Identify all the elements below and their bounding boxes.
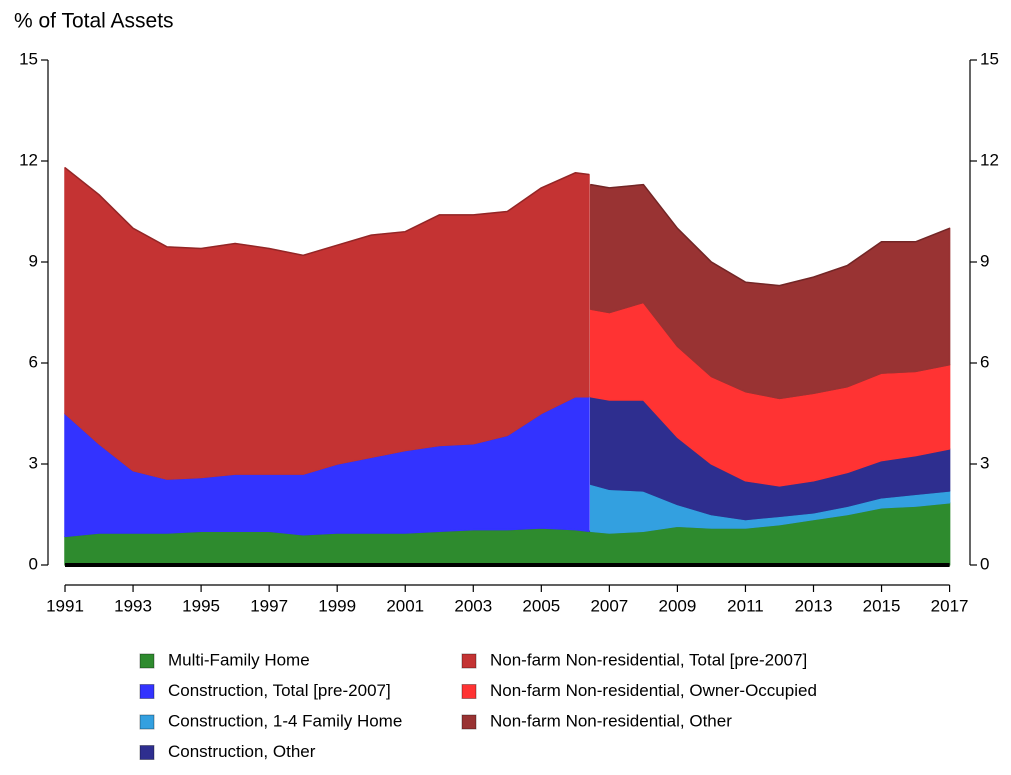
x-tick-label: 2011: [727, 596, 764, 615]
y2-tick-label: 15: [980, 49, 999, 68]
y-tick-label: 3: [29, 453, 38, 472]
y2-tick-label: 0: [980, 554, 989, 573]
legend-label: Construction, Total [pre-2007]: [168, 681, 391, 700]
x-tick-label: 2005: [522, 596, 560, 615]
legend-swatch: [139, 653, 155, 669]
x-tick-label: 2017: [931, 596, 969, 615]
x-tick-label: 2015: [863, 596, 901, 615]
legend-swatch: [139, 714, 155, 730]
x-tick-label: 1999: [318, 596, 356, 615]
y2-tick-label: 6: [980, 352, 989, 371]
y2-tick-label: 9: [980, 251, 989, 270]
x-tick-label: 1991: [46, 596, 84, 615]
legend-label: Construction, 1-4 Family Home: [168, 711, 402, 730]
legend-swatch: [139, 745, 155, 760]
y-tick-label: 6: [29, 352, 38, 371]
area: [589, 183, 951, 400]
legend-label: Non-farm Non-residential, Other: [490, 711, 732, 730]
x-tick-label: 2013: [795, 596, 833, 615]
y-tick-label: 0: [29, 554, 38, 573]
legend-label: Non-farm Non-residential, Total [pre-200…: [490, 650, 807, 669]
y2-tick-label: 12: [980, 150, 999, 169]
legend-label: Construction, Other: [168, 742, 316, 761]
area-outline: [64, 167, 590, 257]
area-outline: [590, 183, 950, 287]
legend-swatch: [461, 714, 477, 730]
y-tick-label: 12: [19, 150, 38, 169]
legend-swatch: [461, 653, 477, 669]
x-tick-label: 2001: [386, 596, 424, 615]
x-tick-label: 1995: [182, 596, 220, 615]
x-tick-label: 1993: [114, 596, 152, 615]
area: [64, 166, 590, 480]
legend-swatch: [139, 684, 155, 699]
legend-label: Multi-Family Home: [168, 650, 310, 669]
x-tick-label: 1997: [250, 596, 288, 615]
y-tick-label: 9: [29, 251, 38, 270]
y-axis-title: % of Total Assets: [14, 10, 174, 33]
y-tick-label: 15: [19, 49, 38, 68]
y2-tick-label: 3: [980, 453, 989, 472]
x-tick-label: 2003: [454, 596, 492, 615]
legend-label: Non-farm Non-residential, Owner-Occupied: [490, 681, 817, 700]
x-tick-label: 2009: [658, 596, 696, 615]
legend-swatch: [461, 684, 477, 699]
x-tick-label: 2007: [590, 596, 628, 615]
